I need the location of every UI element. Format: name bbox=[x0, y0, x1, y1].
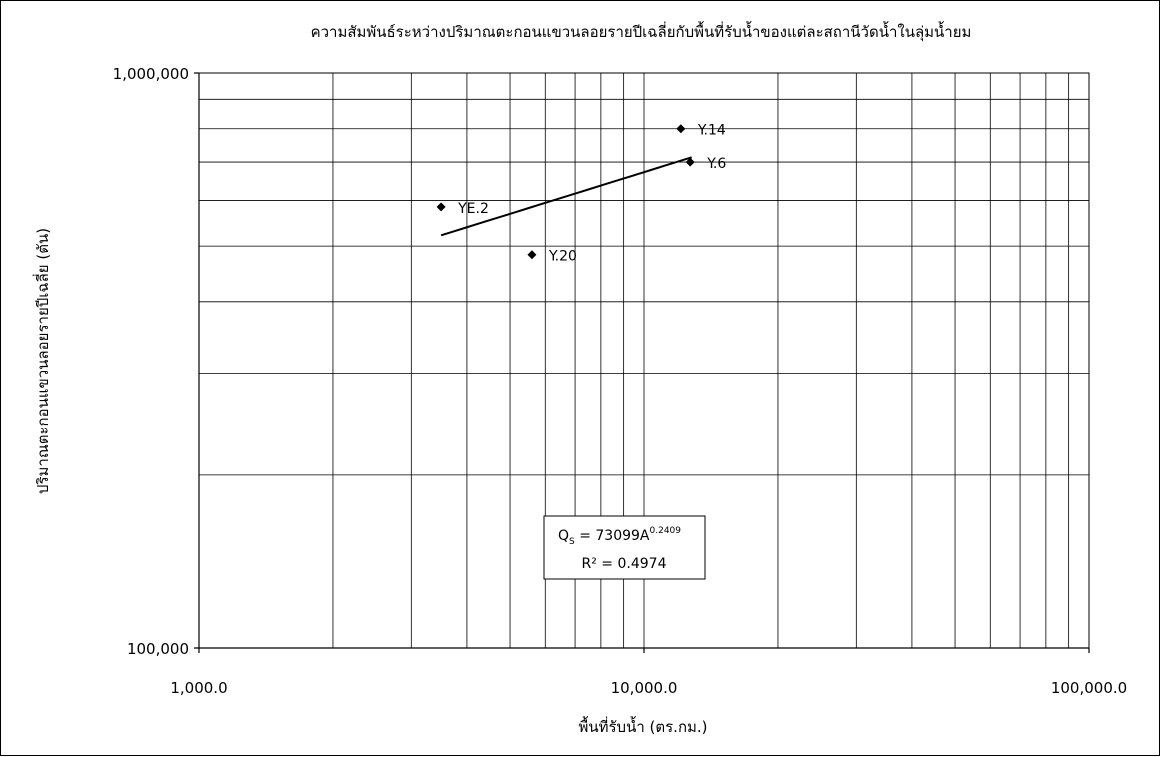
x-tick-label: 100,000.0 bbox=[1051, 679, 1127, 697]
x-tick-labels: 1,000.0 10,000.0 100,000.0 bbox=[170, 679, 1127, 697]
x-tick-label: 10,000.0 bbox=[611, 679, 678, 697]
data-point-marker bbox=[685, 157, 695, 167]
data-points: YE.2 Y.20 Y.14 Y.6 bbox=[436, 123, 726, 265]
data-point-label: Y.14 bbox=[697, 123, 726, 139]
data-point-label: Y.6 bbox=[706, 156, 726, 172]
data-point-label: Y.20 bbox=[548, 249, 577, 265]
gridlines bbox=[199, 73, 1089, 648]
power-trendline bbox=[440, 156, 692, 237]
chart-title: ความสัมพันธ์ระหว่างปริมาณตะกอนแขวนลอยราย… bbox=[311, 21, 972, 42]
equation-box: QS = 73099A0.2409 R² = 0.4974 bbox=[543, 515, 706, 580]
equation-box-border bbox=[543, 515, 706, 580]
y-tick-label: 1,000,000 bbox=[113, 65, 189, 83]
data-point-label: YE.2 bbox=[457, 201, 489, 217]
y-tick-label: 100,000 bbox=[127, 640, 189, 658]
x-tick-label: 1,000.0 bbox=[170, 679, 227, 697]
data-point-marker bbox=[676, 124, 686, 134]
equation-text: QS = 73099A0.2409 bbox=[558, 526, 681, 547]
data-point-marker bbox=[527, 250, 537, 260]
r-squared-text: R² = 0.4974 bbox=[582, 556, 667, 572]
trendline bbox=[440, 156, 692, 237]
y-axis-title: ปริมาณตะกอนแขวนลอยรายปีเฉลี่ย (ตัน) bbox=[32, 228, 52, 494]
x-axis-title: พื้นที่รับน้ำ (ตร.กม.) bbox=[578, 716, 707, 736]
axes bbox=[194, 72, 1090, 653]
data-point-marker bbox=[436, 202, 446, 212]
y-tick-labels: 100,000 1,000,000 bbox=[113, 65, 189, 658]
